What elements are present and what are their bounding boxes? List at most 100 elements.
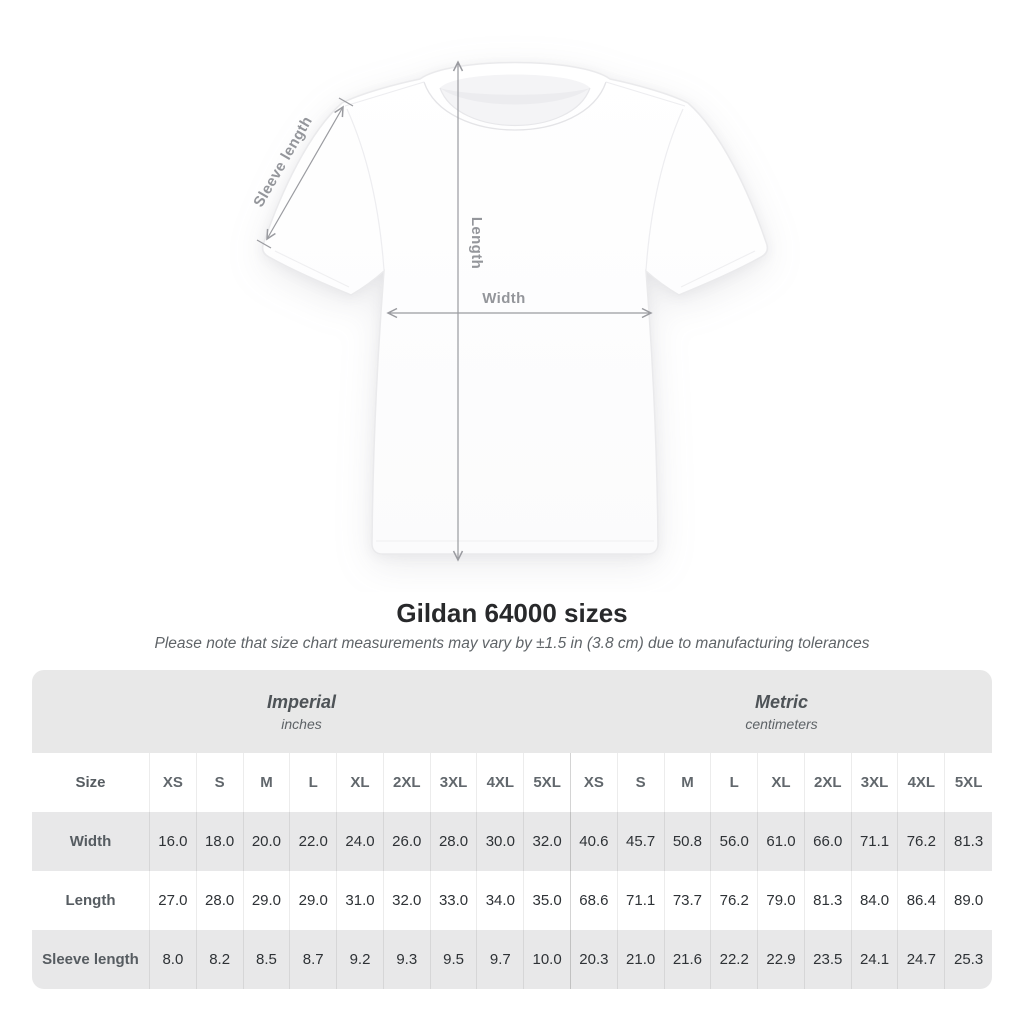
value-cell: 76.2 xyxy=(711,871,759,930)
tolerance-note: Please note that size chart measurements… xyxy=(154,635,870,652)
size-header-4xl-metric: 4XL xyxy=(898,753,946,812)
value-cell: 24.7 xyxy=(898,930,946,989)
size-header-l-imperial: L xyxy=(290,753,338,812)
value-cell: 8.5 xyxy=(243,930,291,989)
size-header-4xl-imperial: 4XL xyxy=(477,753,525,812)
tshirt-measurement-figure: Sleeve length Length Width xyxy=(250,60,769,562)
value-cell: 23.5 xyxy=(804,930,852,989)
value-cell: 56.0 xyxy=(711,812,759,871)
value-cell: 76.2 xyxy=(898,812,946,871)
row-label: Sleeve length xyxy=(32,930,150,989)
dimension-lines xyxy=(256,60,653,562)
cuff-seam-right xyxy=(680,250,756,288)
row-label: Width xyxy=(32,812,150,871)
value-cell: 71.1 xyxy=(618,871,665,930)
imperial-title: Imperial xyxy=(266,691,337,712)
value-cell: 81.3 xyxy=(805,871,852,930)
value-cell: 45.7 xyxy=(617,812,665,871)
length-label: Length xyxy=(468,217,485,269)
value-cell: 24.0 xyxy=(337,812,384,871)
value-cell: 73.7 xyxy=(665,871,712,930)
value-cell: 26.0 xyxy=(383,812,431,871)
value-cell: 20.0 xyxy=(243,812,291,871)
value-cell: 20.3 xyxy=(571,930,618,989)
row-label: Length xyxy=(32,871,150,930)
size-header-xs-imperial: XS xyxy=(150,753,197,812)
value-cell: 29.0 xyxy=(244,871,291,930)
value-cell: 40.6 xyxy=(571,812,618,871)
sleeve-dimension-tick-bottom xyxy=(256,239,272,249)
tshirt-body xyxy=(261,61,769,555)
sleeve-dimension-arrow xyxy=(266,105,344,241)
value-cell: 86.4 xyxy=(898,871,946,930)
size-header-l-metric: L xyxy=(711,753,759,812)
collar-outer-seam xyxy=(423,81,607,131)
value-cell: 61.0 xyxy=(758,812,805,871)
value-cell: 8.2 xyxy=(196,930,244,989)
size-header-s-imperial: S xyxy=(197,753,244,812)
value-cell: 21.6 xyxy=(664,930,712,989)
page-title: Gildan 64000 sizes xyxy=(396,598,628,628)
sleeve-dimension-tick-top xyxy=(338,97,354,107)
value-cell: 16.0 xyxy=(150,812,197,871)
value-cell: 84.0 xyxy=(852,871,899,930)
armhole-seam-right xyxy=(645,108,684,271)
value-cell: 35.0 xyxy=(524,871,571,930)
size-header-xl-metric: XL xyxy=(758,753,805,812)
value-cell: 68.6 xyxy=(571,871,618,930)
value-cell: 18.0 xyxy=(196,812,244,871)
size-header-xl-imperial: XL xyxy=(337,753,384,812)
armhole-seam-left xyxy=(346,108,385,271)
value-cell: 89.0 xyxy=(954,892,984,909)
value-cell: 9.2 xyxy=(337,930,384,989)
value-cell: 30.0 xyxy=(477,812,525,871)
shoulder-seam-right xyxy=(605,81,686,107)
value-cell: 9.5 xyxy=(430,930,478,989)
size-header-m-metric: M xyxy=(665,753,712,812)
metric-title: Metric xyxy=(754,691,808,712)
size-header-xs-metric: XS xyxy=(571,753,618,812)
size-header-5xl-metric: 5XL xyxy=(954,774,983,791)
value-cell: 24.1 xyxy=(851,930,899,989)
value-cell: 32.0 xyxy=(384,871,431,930)
size-header-5xl-imperial: 5XL xyxy=(524,753,571,812)
size-header-s-metric: S xyxy=(618,753,665,812)
size-header-2xl-metric: 2XL xyxy=(805,753,852,812)
size-column-header: Size xyxy=(32,753,150,812)
value-cell: 31.0 xyxy=(337,871,384,930)
value-cell: 10.0 xyxy=(524,930,571,989)
value-cell: 22.0 xyxy=(290,812,338,871)
value-cell: 8.0 xyxy=(150,930,197,989)
value-cell: 50.8 xyxy=(664,812,712,871)
size-table: Imperial inches Metric centimeters Size X… xyxy=(32,670,992,989)
value-cell: 28.0 xyxy=(430,812,478,871)
value-cell: 21.0 xyxy=(617,930,665,989)
imperial-section-header: Imperial inches xyxy=(32,670,571,753)
metric-section-header: Metric centimeters xyxy=(571,670,992,753)
metric-unit: centimeters xyxy=(745,715,818,732)
tshirt-image xyxy=(261,61,769,555)
value-cell: 25.3 xyxy=(945,930,992,989)
unit-header-band: Imperial inches Metric centimeters xyxy=(32,670,992,753)
width-label: Width xyxy=(482,290,526,307)
value-cell: 33.0 xyxy=(431,871,478,930)
value-cell: 22.2 xyxy=(711,930,759,989)
value-cell: 9.3 xyxy=(383,930,431,989)
value-cell: 66.0 xyxy=(804,812,852,871)
value-cell: 22.9 xyxy=(758,930,805,989)
value-cell: 9.7 xyxy=(477,930,525,989)
value-cell: 28.0 xyxy=(197,871,244,930)
size-header-2xl-imperial: 2XL xyxy=(384,753,431,812)
cuff-seam-left xyxy=(274,250,350,288)
value-cell: 29.0 xyxy=(290,871,338,930)
imperial-unit: inches xyxy=(281,715,322,732)
value-cell: 34.0 xyxy=(477,871,525,930)
size-header-3xl-imperial: 3XL xyxy=(431,753,478,812)
value-cell: 79.0 xyxy=(758,871,805,930)
size-header-3xl-metric: 3XL xyxy=(852,753,899,812)
value-cell: 27.0 xyxy=(150,871,197,930)
collar-inner-seam xyxy=(439,87,591,126)
size-table-grid: Size XS S M L XL 2XL 3XL 4XL 5XL XS S M L XL 2XL 3XL 4XL 5… xyxy=(32,753,992,989)
value-cell: 32.0 xyxy=(524,812,571,871)
value-cell: 71.1 xyxy=(851,812,899,871)
